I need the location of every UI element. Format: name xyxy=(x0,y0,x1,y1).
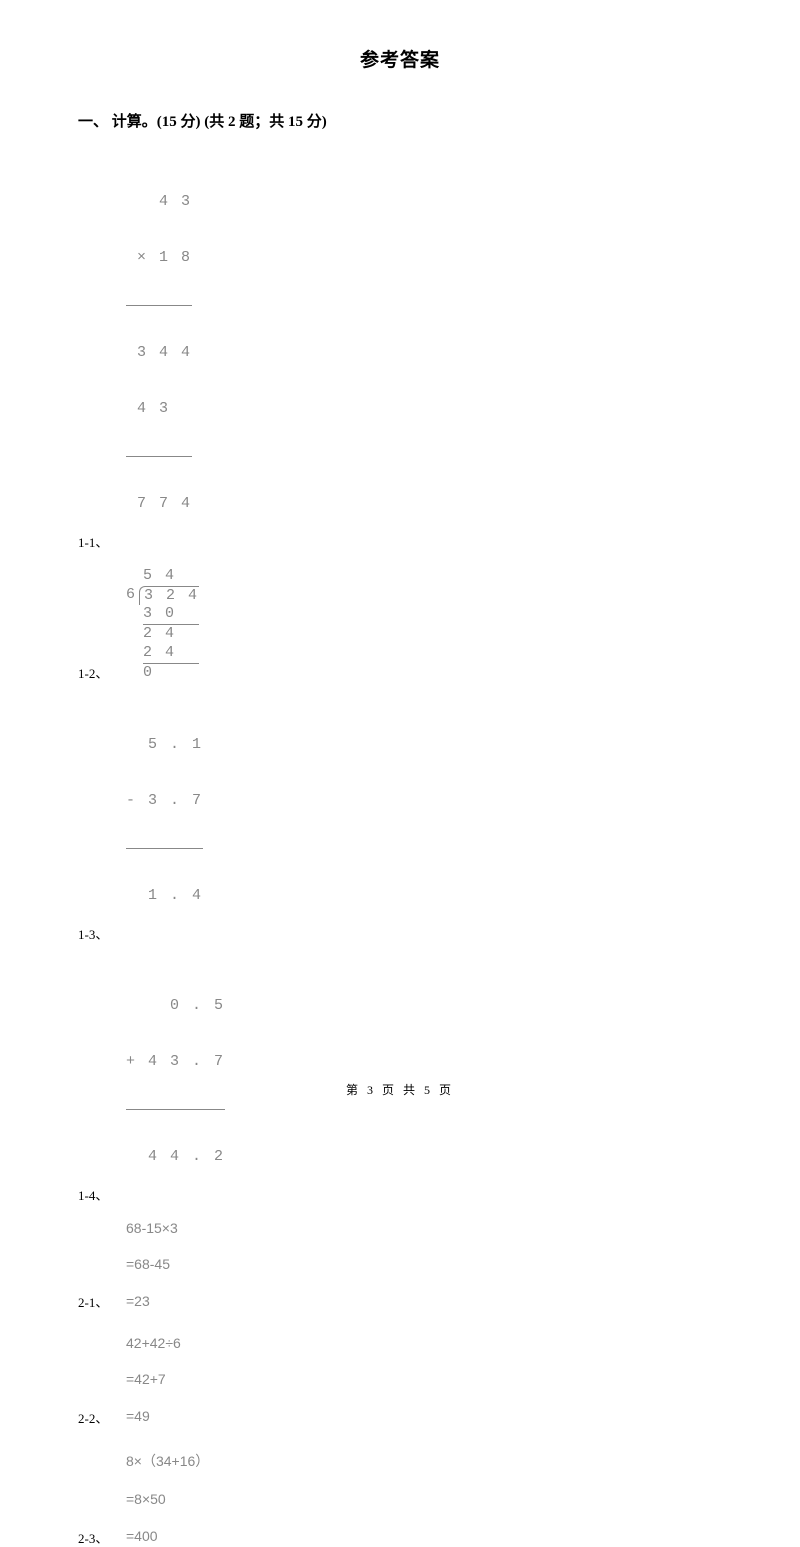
answer-2-1: 68-15×3 =68-45 2-1、 =23 xyxy=(78,1220,722,1312)
rule-line xyxy=(126,305,192,306)
vertical-multiplication: 4 3 × 1 8 3 4 4 4 3 7 7 4 xyxy=(126,155,192,551)
expr-line: 8×（34+16） xyxy=(126,1451,722,1471)
answer-label: 1-3、 xyxy=(78,924,126,943)
calc-line: 2 4 xyxy=(139,644,199,663)
answer-label: 2-2、 xyxy=(78,1408,126,1427)
page-footer: 第 3 页 共 5 页 xyxy=(0,1081,800,1098)
answer-label: 1-2、 xyxy=(78,663,126,682)
calc-line: 3 0 xyxy=(139,605,199,624)
rule-line xyxy=(126,848,203,849)
vertical-subtraction: 5 . 1 - 3 . 7 1 . 4 xyxy=(126,698,203,943)
expr-line: =42+7 xyxy=(126,1371,722,1387)
expr-line: =68-45 xyxy=(126,1256,722,1272)
division-body: 5 4 3 2 4 3 0 2 4 2 4 0 xyxy=(139,567,199,683)
answer-1-2: 1-2、 6 5 4 3 2 4 3 0 2 4 2 4 0 xyxy=(78,567,722,683)
calc-line: 4 4 . 2 xyxy=(126,1148,225,1167)
calc-line: 4 3 xyxy=(126,193,192,212)
section-header: 一、 计算。(15 分) (共 2 题；共 15 分) xyxy=(78,110,722,131)
expr-result: =23 xyxy=(126,1292,150,1312)
long-division: 6 5 4 3 2 4 3 0 2 4 2 4 0 xyxy=(126,567,199,683)
answer-label: 1-1、 xyxy=(78,532,126,551)
answer-1-3: 1-3、 5 . 1 - 3 . 7 1 . 4 xyxy=(78,698,722,943)
calc-line: 3 4 4 xyxy=(126,344,192,363)
answer-label: 2-3、 xyxy=(78,1528,126,1547)
calc-line: + 4 3 . 7 xyxy=(126,1053,225,1072)
calc-line: 5 . 1 xyxy=(126,736,203,755)
answer-label: 1-4、 xyxy=(78,1185,126,1204)
page-title: 参考答案 xyxy=(78,45,722,72)
quotient: 5 4 xyxy=(139,567,199,586)
answer-2-3: 8×（34+16） =8×50 2-3、 =400 xyxy=(78,1451,722,1547)
expr-result: =400 xyxy=(126,1527,158,1547)
answer-1-1: 1-1、 4 3 × 1 8 3 4 4 4 3 7 7 4 xyxy=(78,155,722,551)
calc-line: × 1 8 xyxy=(126,249,192,268)
calc-line: 1 . 4 xyxy=(126,887,203,906)
answer-2-2: 42+42÷6 =42+7 2-2、 =49 xyxy=(78,1335,722,1427)
calc-line: 0 xyxy=(139,664,199,683)
expr-line: =8×50 xyxy=(126,1491,722,1507)
divisor: 6 xyxy=(126,567,139,603)
calc-line: 0 . 5 xyxy=(126,997,225,1016)
dividend: 3 2 4 xyxy=(139,586,199,606)
expr-line: 68-15×3 xyxy=(126,1220,722,1236)
calc-line: 7 7 4 xyxy=(126,495,192,514)
calc-line: 4 3 xyxy=(126,400,192,419)
expr-line: 42+42÷6 xyxy=(126,1335,722,1351)
calc-line: 2 4 xyxy=(139,625,199,644)
rule-line xyxy=(126,1109,225,1110)
calc-line: - 3 . 7 xyxy=(126,792,203,811)
answer-label: 2-1、 xyxy=(78,1292,126,1311)
expr-result: =49 xyxy=(126,1407,150,1427)
rule-line xyxy=(126,456,192,457)
